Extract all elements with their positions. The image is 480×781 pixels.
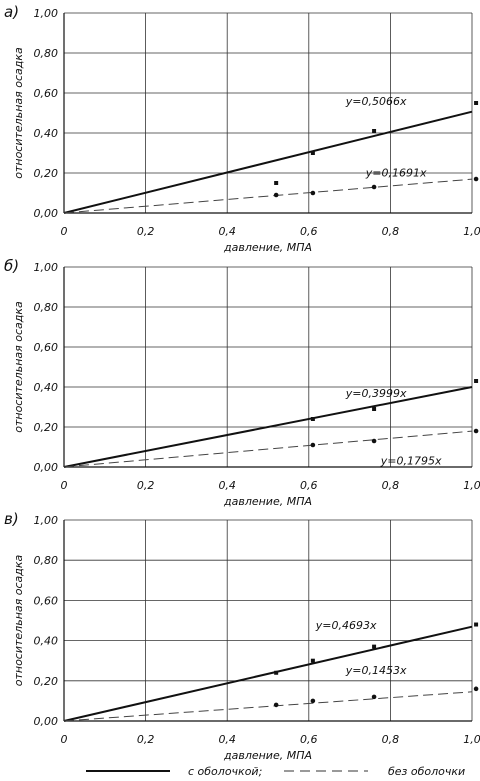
x-tick-label: 0 <box>61 479 68 492</box>
data-point <box>274 181 279 185</box>
y-tick-label: 0,80 <box>34 301 59 314</box>
y-axis-label: относительная осадка <box>12 554 25 686</box>
x-tick-label: 0,8 <box>382 479 400 492</box>
y-tick-label: 0,40 <box>34 127 59 140</box>
data-point <box>273 192 279 198</box>
data-point <box>310 190 316 196</box>
x-tick-label: 0,2 <box>137 479 155 492</box>
y-tick-label: 0,60 <box>34 87 59 100</box>
trend-equation: y=0,4693x <box>315 619 377 632</box>
series-without-shell: y=0,1453x <box>63 664 479 722</box>
y-tick-label: 0,00 <box>34 715 59 728</box>
x-axis-label: давление, МПА <box>223 495 312 508</box>
y-axis-label: относительная осадка <box>12 47 25 179</box>
data-point <box>273 702 279 708</box>
x-tick-label: 0,6 <box>300 479 318 492</box>
series-with-shell: y=0,5066x <box>63 95 479 214</box>
chart-panel-3: 0 0,2 0,4 0,6 0,8 1,0 0,00 0,20 0,40 0,60 0,80 1,00… <box>4 510 480 762</box>
data-point <box>473 176 479 182</box>
series-with-shell: y=0,4693x <box>63 619 479 722</box>
x-tick-label: 1,0 <box>463 225 480 238</box>
y-tick-label: 0,80 <box>34 47 59 60</box>
trend-line <box>63 691 473 722</box>
x-tick-label: 0,2 <box>137 225 155 238</box>
x-tick-label: 0,6 <box>300 225 318 238</box>
y-tick-label: 1,00 <box>34 514 59 527</box>
x-tick-label: 0,6 <box>300 733 318 746</box>
trend-line <box>63 625 473 722</box>
chart-panels: 0 0,2 0,4 0,6 0,8 1,00,000,200,400,600,801,00… <box>4 3 480 762</box>
trend-equation: y=0,3999x <box>345 387 407 400</box>
data-point <box>310 442 316 448</box>
data-point <box>474 379 479 383</box>
panel-label: в) <box>4 510 19 528</box>
data-point <box>310 417 315 421</box>
x-tick-label: 0,4 <box>218 733 236 746</box>
data-point <box>372 407 377 411</box>
x-axis-label: давление, МПА <box>223 749 312 762</box>
data-point <box>371 438 377 444</box>
data-point <box>372 644 377 649</box>
trend-equation: y=0,1453x <box>345 664 407 677</box>
series-without-shell: y=0,1691x <box>63 166 479 214</box>
data-point <box>371 694 377 700</box>
chart-panel-2: 0 0,2 0,4 0,6 0,8 1,0 0,00 0,20 0,40 0,60 0,80 1,00… <box>4 257 480 508</box>
trend-equation: y=0,1795x <box>380 454 442 467</box>
y-tick-label: 0,40 <box>34 381 59 394</box>
panel-label: б) <box>4 257 19 275</box>
x-tick-label: 0 <box>61 225 68 238</box>
trend-line <box>63 386 473 468</box>
data-point <box>274 670 279 675</box>
chart-panel-1: 0 0,2 0,4 0,6 0,8 1,0 0,00 0,20 0,40 0,60 0,80 1,00… <box>4 3 480 254</box>
data-point <box>474 622 479 627</box>
trend-line <box>63 110 473 214</box>
data-point <box>371 184 377 190</box>
trend-equation: y=0,1691x <box>365 166 427 179</box>
data-point <box>372 129 377 133</box>
trend-equation: y=0,5066x <box>345 95 407 108</box>
y-tick-label: 0,60 <box>34 594 59 607</box>
x-tick-label: 0 <box>61 733 68 746</box>
x-tick-label: 0,4 <box>218 479 236 492</box>
series-with-shell: y=0,3999x <box>63 379 479 468</box>
x-tick-label: 0,4 <box>218 225 236 238</box>
trend-line <box>63 430 473 468</box>
y-axis-label: относительная осадка <box>12 301 25 433</box>
data-point <box>473 428 479 434</box>
series-without-shell: y=0,1795x <box>63 428 479 468</box>
data-point <box>310 658 315 663</box>
y-tick-label: 0,80 <box>34 554 59 567</box>
data-point <box>310 698 316 704</box>
trend-line <box>63 178 473 214</box>
x-tick-label: 1,0 <box>463 733 480 746</box>
y-tick-label: 0,20 <box>34 421 59 434</box>
x-tick-label: 0,8 <box>382 225 400 238</box>
legend-solid-label: с оболочкой; <box>188 765 262 778</box>
data-point <box>473 686 479 692</box>
y-tick-label: 1,00 <box>34 261 59 274</box>
y-tick-label: 0,40 <box>34 635 59 648</box>
y-tick-label: 0,20 <box>34 675 59 688</box>
y-tick-label: 1,00 <box>34 7 59 20</box>
panel-label: а) <box>4 3 19 21</box>
legend: с оболочкой; без оболочки <box>86 765 465 778</box>
x-axis-label: давление, МПА <box>223 241 312 254</box>
x-tick-label: 0,8 <box>382 733 400 746</box>
y-tick-label: 0,20 <box>34 167 59 180</box>
y-tick-label: 0,00 <box>34 461 59 474</box>
data-point <box>474 101 479 105</box>
data-point <box>310 151 315 155</box>
x-tick-label: 0,2 <box>137 733 155 746</box>
y-tick-label: 0,00 <box>34 207 59 220</box>
y-tick-label: 0,60 <box>34 341 59 354</box>
x-tick-label: 1,0 <box>463 479 480 492</box>
legend-dashed-label: без оболочки <box>388 765 465 778</box>
